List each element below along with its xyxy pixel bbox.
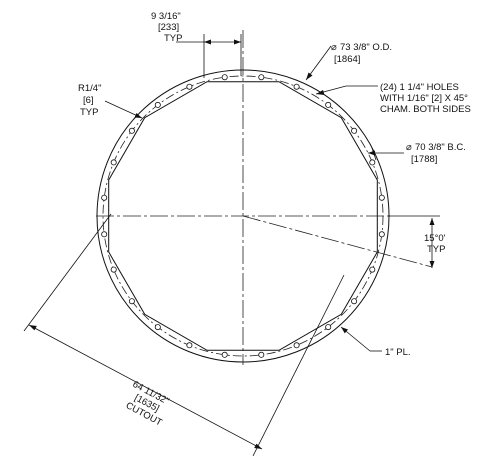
cutout-dimension: 64 11/32" [1635] CUTOUT (23, 213, 345, 457)
outer-diameter-value: 73 3/8" O.D. (340, 42, 392, 53)
bolt-hole (325, 324, 332, 331)
holes-chamfer: WITH 1/16" [2] X 45° (380, 93, 468, 104)
angle-typ: TYP (427, 244, 445, 255)
bolt-hole (351, 298, 358, 305)
diameter-symbol-icon: ⌀ (406, 142, 412, 153)
hole-spacing-dimension: 9 3/16" [233] TYP (151, 11, 242, 78)
bolt-hole (186, 83, 193, 90)
bolt-hole (258, 74, 265, 81)
bolt-hole (378, 231, 385, 238)
outer-diameter-callout: ⌀ 73 3/8" O.D. [1864] (305, 42, 392, 81)
holes-spec: (24) 1 1/4" HOLES (380, 82, 459, 93)
hole-spacing-metric: [233] (158, 22, 179, 33)
radius-callout: R1/4" [6] TYP (78, 83, 143, 119)
angle-callout: 15°0' TYP (388, 215, 446, 268)
plate-thickness: 1" PL. (385, 347, 411, 358)
bolt-hole (186, 342, 193, 349)
bolt-hole (325, 101, 332, 108)
bolt-hole (101, 194, 108, 201)
bolt-hole (221, 74, 228, 81)
bolt-hole (221, 351, 228, 358)
plate-callout: 1" PL. (340, 326, 411, 358)
bolt-hole (369, 159, 376, 166)
radius-value: R1/4" (78, 83, 101, 94)
holes-callout: (24) 1 1/4" HOLES WITH 1/16" [2] X 45° C… (315, 82, 471, 115)
bolt-hole (128, 127, 135, 134)
bolt-hole (101, 231, 108, 238)
bolt-hole (378, 194, 385, 201)
diameter-symbol-icon: ⌀ (331, 42, 337, 53)
bolt-hole (351, 127, 358, 134)
bolt-circle-value: 70 3/8" B.C. (415, 142, 466, 153)
bolt-hole (154, 324, 161, 331)
bolt-holes (101, 74, 385, 358)
angled-center-line (242, 215, 433, 268)
dodecagon-cutout (108, 81, 378, 351)
bolt-hole (258, 351, 265, 358)
hole-spacing-value: 9 3/16" (151, 11, 181, 22)
outer-diameter-metric: [1864] (334, 54, 360, 65)
bolt-hole (110, 266, 117, 273)
radius-typ: TYP (80, 107, 98, 118)
bolt-hole (128, 298, 135, 305)
bolt-hole (154, 101, 161, 108)
bolt-hole (293, 83, 300, 90)
angle-value: 15°0' (424, 233, 446, 244)
bolt-hole (293, 342, 300, 349)
bolt-hole (110, 159, 117, 166)
radius-metric: [6] (83, 95, 94, 106)
hole-spacing-typ: TYP (164, 33, 182, 44)
bolt-circle-callout: ⌀ 70 3/8" B.C. [1788] (368, 142, 466, 165)
bolt-hole (369, 266, 376, 273)
bolt-circle-metric: [1788] (411, 154, 437, 165)
holes-chamfer-sides: CHAM. BOTH SIDES (380, 104, 471, 115)
